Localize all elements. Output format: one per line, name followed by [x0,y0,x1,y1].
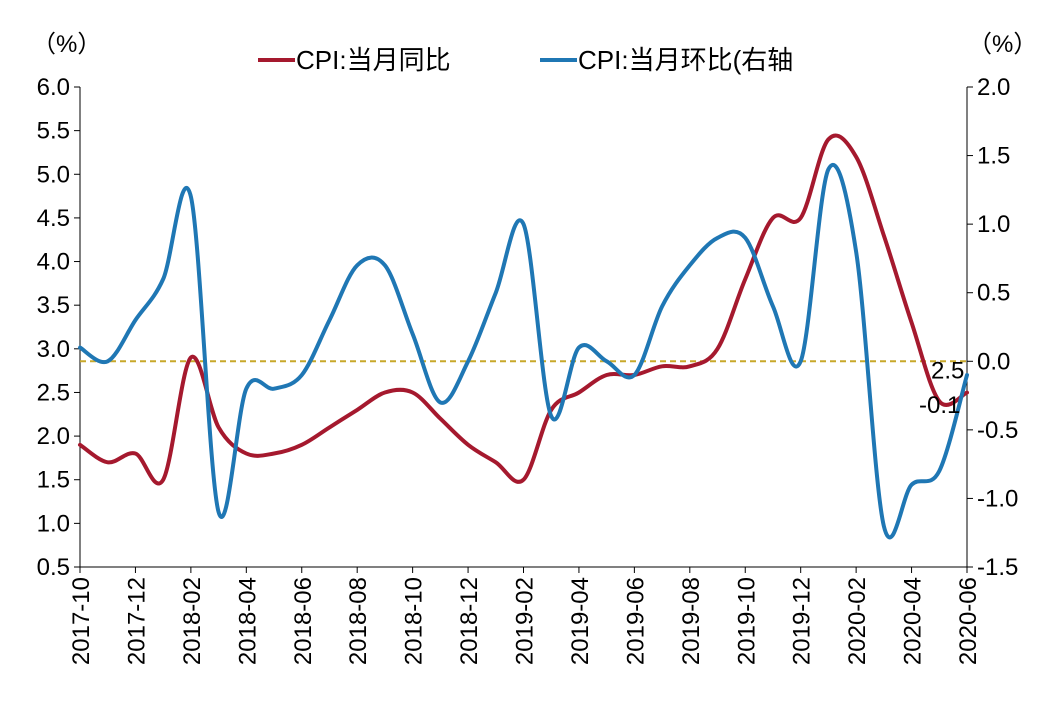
x-tick-label: 2020-06 [955,577,982,665]
x-tick-label: 2018-02 [179,577,206,665]
x-tick-label: 2019-04 [567,577,594,665]
right-tick-label: 0.0 [977,348,1010,375]
x-tick-label: 2019-10 [733,577,760,665]
x-tick-label: 2019-12 [789,577,816,665]
series-line-mom [78,162,969,540]
left-tick-label: 1.5 [37,467,70,494]
left-tick-label: 2.5 [37,379,70,406]
x-tick-label: 2018-08 [345,577,372,665]
left-tick-label: 3.5 [37,292,70,319]
left-tick-label: 5.5 [37,118,70,145]
right-tick-label: 1.5 [977,143,1010,170]
left-tick-label: 4.0 [37,249,70,276]
left-tick-label: 4.5 [37,205,70,232]
right-tick-label: 2.0 [977,74,1010,101]
left-tick-label: 2.0 [37,423,70,450]
annotation-yoy-latest: 2.5 [931,357,964,384]
series-line-yoy [78,133,969,486]
right-tick-label: -0.5 [977,417,1018,444]
axes: 6.0 5.5 5.0 4.5 4.0 3.5 3.0 2.5 2.0 1.5 1.0 0.5 2.0 1… [37,74,1019,665]
plot-area: 2.5 -0.1 [78,133,969,540]
x-tick-label: 2019-06 [622,577,649,665]
left-axis-unit: （%） [32,31,101,58]
left-tick-label: 1.0 [37,510,70,537]
right-tick-label: 1.0 [977,211,1010,238]
annotation-mom-latest: -0.1 [919,392,960,419]
x-tick-label: 2017-10 [68,577,95,665]
left-tick-label: 3.0 [37,336,70,363]
left-tick-label: 5.0 [37,161,70,188]
x-tick-label: 2019-08 [678,577,705,665]
right-axis-unit: （%） [968,31,1037,58]
legend-label-mom: CPI:当月环比(右轴 [578,45,793,75]
left-tick-label: 0.5 [37,554,70,581]
x-tick-label: 2017-12 [123,577,150,665]
x-tick-label: 2018-10 [401,577,428,665]
legend-label-yoy: CPI:当月同比 [296,45,451,75]
right-tick-label: -1.0 [977,485,1018,512]
legend: CPI:当月同比 CPI:当月环比(右轴 [258,45,793,75]
x-tick-label: 2020-02 [844,577,871,665]
right-tick-label: 0.5 [977,280,1010,307]
x-tick-label: 2018-12 [456,577,483,665]
x-tick-label: 2020-04 [900,577,927,665]
left-tick-label: 6.0 [37,74,70,101]
x-tick-label: 2018-04 [234,577,261,665]
right-tick-label: -1.5 [977,554,1018,581]
x-tick-label: 2018-06 [290,577,317,665]
x-tick-label: 2019-02 [512,577,539,665]
